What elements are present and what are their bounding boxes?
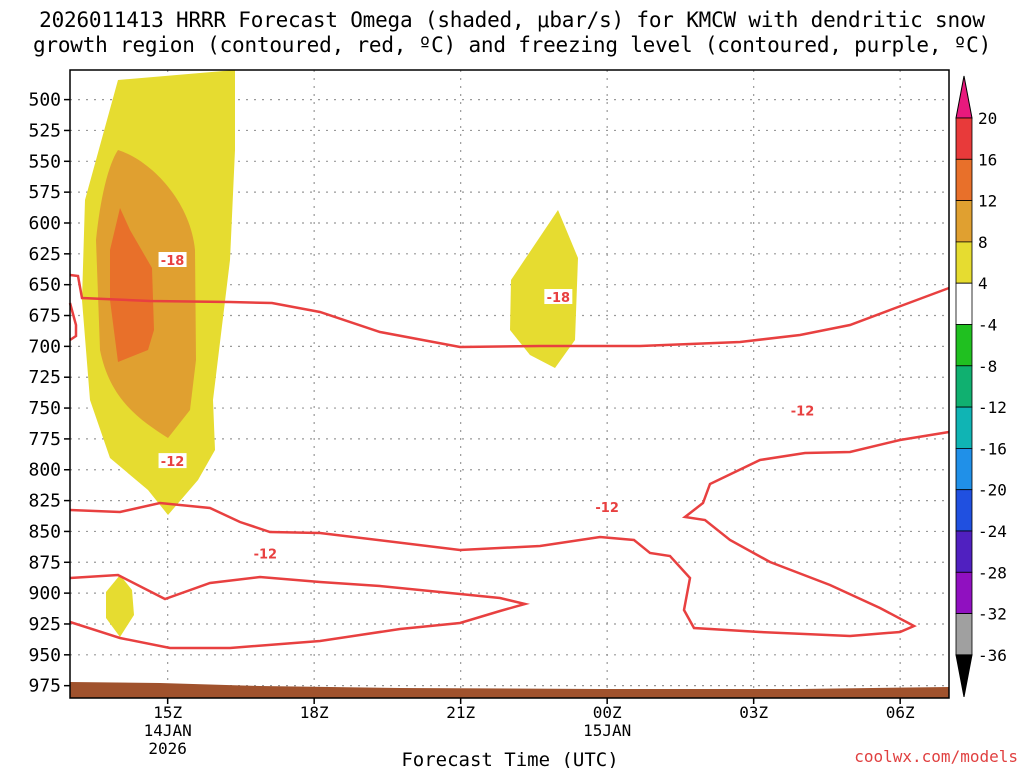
- omega-region-12: [110, 208, 154, 362]
- x-tick-date: 15JAN: [583, 721, 631, 740]
- colorbar-swatch-1: [955, 117, 973, 160]
- colorbar-label: 12: [978, 192, 997, 211]
- contour-label-3: -12: [254, 548, 278, 563]
- y-tick-label: 800: [28, 460, 61, 481]
- x-tick-label: 03Z: [739, 703, 768, 722]
- colorbar-swatch-2: [955, 158, 973, 202]
- colorbar-swatch-11: [955, 530, 973, 573]
- contour-minus12-lower: [69, 573, 530, 650]
- colorbar-swatch-13: [955, 613, 973, 656]
- y-tick-label: 500: [28, 90, 61, 111]
- y-tick-label: 600: [28, 213, 61, 234]
- contour-label-bg: [593, 498, 622, 514]
- omega-region-4-low: [106, 575, 134, 637]
- y-tick-label: 775: [28, 429, 61, 450]
- contour-minus18-main: [69, 273, 950, 349]
- terrain-strip: [70, 682, 949, 698]
- x-axis-label: Forecast Time (UTC): [401, 749, 618, 768]
- y-tick-label: 575: [28, 182, 61, 203]
- omega-shading: [82, 70, 578, 637]
- colorbar-swatch-12: [955, 571, 973, 614]
- colorbar-label: 4: [978, 274, 988, 293]
- contour-label-bg: [158, 252, 187, 268]
- contour-label-bg: [788, 402, 817, 418]
- contour-label-4: -12: [595, 501, 619, 516]
- y-axis: 500 525 550 575 600 625 650 675 700 725 750 775 800 8…: [28, 90, 70, 697]
- contour-label-bg: [158, 453, 187, 469]
- y-tick-label: 900: [28, 583, 61, 604]
- contour-labels: -18 -18 -12 -12 -12 -12: [158, 252, 817, 563]
- y-tick-label: 725: [28, 367, 61, 388]
- y-tick-label: 650: [28, 275, 61, 296]
- colorbar-label: -32: [978, 605, 1007, 624]
- x-tick-date: 14JAN: [144, 721, 192, 740]
- contour-minus12-upper: [69, 430, 950, 638]
- colorbar-label: -12: [978, 398, 1007, 417]
- y-tick-label: 925: [28, 614, 61, 635]
- y-tick-label: 675: [28, 306, 61, 327]
- chart-title-line-2: growth region (contoured, red, ºC) and f…: [32, 33, 992, 57]
- colorbar-swatch-6: [955, 324, 973, 367]
- colorbar-label: 8: [978, 233, 988, 252]
- contour-label-5: -12: [791, 405, 815, 420]
- colorbar-label: -24: [978, 522, 1007, 541]
- colorbar: 20 16 12 8 4 -4 -8 -12 -16 -20 -24 -28 -32 -36: [955, 75, 1007, 697]
- x-tick-label: 15Z: [153, 703, 182, 722]
- y-tick-label: 750: [28, 398, 61, 419]
- colorbar-swatch-3: [955, 200, 973, 243]
- y-tick-label: 525: [28, 120, 61, 141]
- chart-title-line-1: 2026011413 HRRR Forecast Omega (shaded, …: [39, 8, 985, 32]
- contour-label-bg: [251, 545, 280, 561]
- x-tick-label: 06Z: [886, 703, 915, 722]
- colorbar-label: -4: [978, 316, 997, 335]
- colorbar-label: 16: [978, 150, 997, 169]
- y-tick-label: 700: [28, 336, 61, 357]
- colorbar-swatch-7: [955, 365, 973, 408]
- contour-label-2: -12: [161, 455, 185, 470]
- omega-region-4-mid: [510, 210, 578, 368]
- colorbar-swatch-top: [955, 75, 973, 119]
- y-tick-label: 825: [28, 491, 61, 512]
- contour-label-1: -18: [547, 291, 571, 306]
- colorbar-label: -36: [978, 646, 1007, 665]
- colorbar-swatch-5: [955, 282, 973, 325]
- x-tick-label: 21Z: [446, 703, 475, 722]
- contour-label-0: -18: [161, 254, 185, 269]
- colorbar-label: -8: [978, 357, 997, 376]
- colorbar-label: 20: [978, 109, 997, 128]
- x-tick-label: 18Z: [300, 703, 329, 722]
- colorbar-label: -16: [978, 439, 1007, 458]
- contour-minus18-left: [68, 302, 78, 342]
- plot-border: [69, 69, 950, 699]
- colorbar-swatch-10: [955, 489, 973, 532]
- x-tick-label: 00Z: [593, 703, 622, 722]
- dgz-contours: [68, 273, 950, 650]
- y-tick-label: 625: [28, 244, 61, 265]
- contour-label-bg: [544, 289, 573, 305]
- colorbar-swatch-4: [955, 241, 973, 284]
- y-tick-label: 550: [28, 151, 61, 172]
- credit-text: coolwx.com/models: [854, 747, 1018, 766]
- y-tick-label: 875: [28, 552, 61, 573]
- colorbar-label: -20: [978, 481, 1007, 500]
- colorbar-swatch-9: [955, 447, 973, 491]
- y-tick-label: 950: [28, 645, 61, 666]
- y-tick-label: 975: [28, 676, 61, 697]
- colorbar-swatch-bottom: [955, 654, 973, 697]
- y-tick-label: 850: [28, 521, 61, 542]
- colorbar-label: -28: [978, 563, 1007, 582]
- colorbar-swatch-8: [955, 406, 973, 449]
- x-tick-year: 2026: [148, 739, 187, 758]
